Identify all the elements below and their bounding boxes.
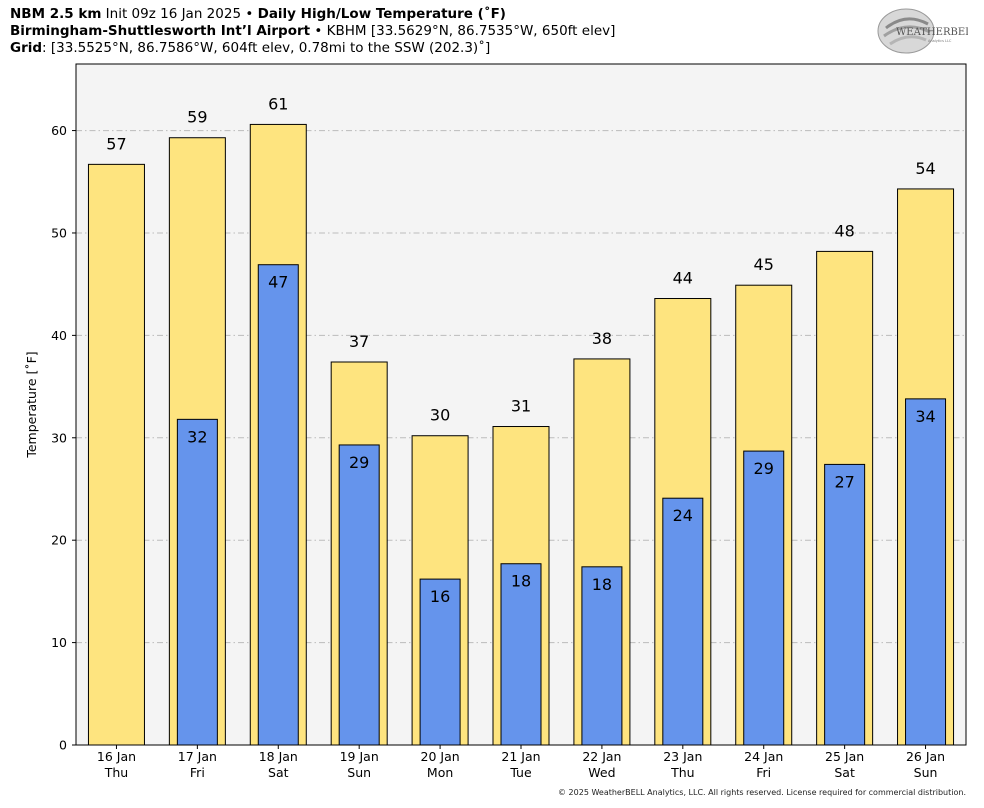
header-line-3: Grid: [33.5525°N, 86.7586°W, 604ft elev,… [10, 40, 490, 57]
y-tick-label: 60 [51, 123, 67, 138]
header-line-2: Birmingham-Shuttlesworth Int’l Airport •… [10, 23, 615, 40]
x-tick-label-day: Sat [268, 765, 289, 780]
logo-text: WEATHERBELL [896, 27, 968, 38]
low-temp-bar [176, 418, 218, 746]
high-temp-label: 38 [592, 329, 612, 348]
high-temp-label: 44 [673, 269, 693, 288]
x-tick-label-date: 18 Jan [259, 749, 298, 764]
high-temp-label: 31 [511, 397, 531, 416]
high-temp-label: 30 [430, 406, 450, 425]
low-temp-bar [662, 497, 704, 746]
x-tick-label-day: Tue [509, 765, 532, 780]
low-temp-label: 29 [754, 459, 774, 478]
x-tick-label-date: 23 Jan [663, 749, 702, 764]
y-axis-label: Temperature [˚F] [24, 351, 39, 458]
separator: • [245, 6, 258, 22]
x-tick-label-date: 26 Jan [906, 749, 945, 764]
low-temp-bar [338, 444, 380, 746]
x-tick-label-date: 16 Jan [97, 749, 136, 764]
low-temp-label: 24 [673, 506, 693, 525]
high-temp-label: 57 [106, 134, 126, 153]
low-temp-bar [905, 398, 947, 746]
low-temp-label: 18 [592, 575, 612, 594]
low-temp-label: 47 [268, 273, 288, 292]
x-tick-label-day: Thu [670, 765, 694, 780]
x-tick-label-date: 21 Jan [501, 749, 540, 764]
x-tick-label-day: Thu [104, 765, 128, 780]
init-time: Init 09z 16 Jan 2025 [101, 6, 246, 22]
header-line-1: NBM 2.5 km Init 09z 16 Jan 2025 • Daily … [10, 6, 506, 23]
high-temp-bar [87, 163, 145, 746]
high-temp-label: 37 [349, 332, 369, 351]
low-temp-label: 27 [834, 472, 854, 491]
high-temp-label: 45 [754, 255, 774, 274]
y-tick-label: 50 [51, 225, 67, 240]
high-temp-label: 59 [187, 108, 207, 127]
low-temp-label: 34 [915, 407, 935, 426]
x-tick-label-date: 22 Jan [582, 749, 621, 764]
x-tick-label-date: 20 Jan [421, 749, 460, 764]
logo-subtext: Analytics LLC [928, 39, 952, 43]
low-temp-bar [581, 566, 623, 746]
station-name: Birmingham-Shuttlesworth Int’l Airport [10, 23, 311, 39]
x-tick-label-day: Sun [914, 765, 938, 780]
y-tick-label: 40 [51, 328, 67, 343]
y-tick-label: 30 [51, 430, 67, 445]
copyright-footer: © 2025 WeatherBELL Analytics, LLC. All r… [558, 788, 966, 797]
low-temp-bar [824, 463, 866, 746]
grid-details: : [33.5525°N, 86.7586°W, 604ft elev, 0.7… [42, 40, 491, 56]
x-tick-label-day: Wed [588, 765, 615, 780]
weatherbell-logo: WEATHERBELL Analytics LLC [877, 8, 968, 54]
low-temp-label: 32 [187, 427, 207, 446]
model-name: NBM 2.5 km [10, 6, 102, 22]
product-title: Daily High/Low Temperature (˚F) [257, 6, 506, 22]
y-tick-label: 20 [51, 533, 67, 548]
x-tick-label-day: Sat [834, 765, 855, 780]
x-tick-label-date: 19 Jan [340, 749, 379, 764]
grid-label: Grid [10, 40, 43, 56]
high-temp-label: 48 [834, 221, 854, 240]
high-temp-label: 61 [268, 94, 288, 113]
low-temp-bar [500, 563, 542, 746]
low-temp-bar [257, 264, 299, 746]
station-details: KBHM [33.5629°N, 86.7535°W, 650ft elev] [326, 23, 616, 39]
low-temp-bar [743, 450, 785, 746]
y-tick-label: 10 [51, 635, 67, 650]
x-tick-label-day: Fri [756, 765, 771, 780]
low-temp-label: 18 [511, 572, 531, 591]
x-tick-label-day: Sun [347, 765, 371, 780]
low-temp-label: 29 [349, 453, 369, 472]
low-temp-bar [419, 578, 461, 746]
separator: • [310, 23, 327, 39]
bars: 57 59 32 61 47 37 29 30 16 31 18 38 18 44 24 45 29 48 27 54… [87, 94, 955, 746]
x-tick-label-date: 25 Jan [825, 749, 864, 764]
x-tick-label-day: Mon [427, 765, 453, 780]
x-tick-label-date: 17 Jan [178, 749, 217, 764]
x-tick-label-day: Fri [190, 765, 205, 780]
high-temp-label: 54 [915, 159, 935, 178]
x-tick-label-date: 24 Jan [744, 749, 783, 764]
low-temp-label: 16 [430, 587, 450, 606]
y-tick-label: 0 [59, 738, 67, 753]
